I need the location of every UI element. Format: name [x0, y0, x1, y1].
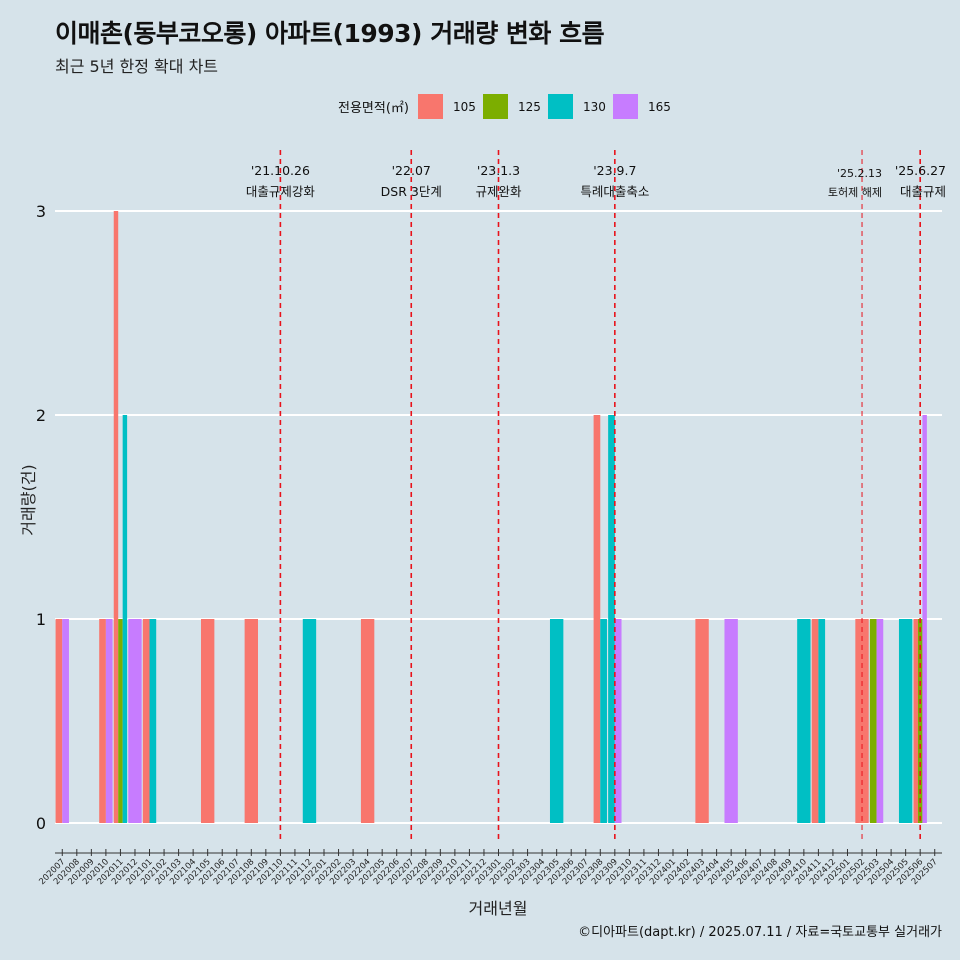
- event-name-label: DSR 3단계: [381, 184, 442, 199]
- bar-202411-130: [818, 619, 826, 823]
- bar-202506-165: [922, 415, 927, 823]
- bar-202305-130: [549, 619, 564, 823]
- event-date-label: '23.9.7: [593, 163, 636, 178]
- chart-title: 이매촌(동부코오롱) 아파트(1993) 거래량 변화 흐름: [55, 19, 605, 48]
- bar-202309-130: [608, 415, 615, 823]
- legend-label-165: 165: [648, 100, 671, 114]
- bar-202010-165: [105, 619, 113, 823]
- y-axis-title: 거래량(건): [19, 464, 38, 535]
- bar-202503-165: [876, 619, 884, 823]
- event-name-label: 토허제 해제: [828, 185, 882, 199]
- bar-202007-165: [62, 619, 69, 823]
- legend-swatch-125: [483, 94, 508, 119]
- bar-202101-130: [149, 619, 157, 823]
- event-name-label: 대출규제: [900, 184, 946, 199]
- legend-swatch-105: [418, 94, 443, 119]
- event-date-label: '23.1.3: [477, 163, 520, 178]
- chart-subtitle: 최근 5년 한정 확대 차트: [55, 57, 219, 76]
- bar-202403-105: [695, 619, 709, 823]
- bar-202506-105: [913, 619, 918, 823]
- event-date-label: '25.2.13: [837, 167, 882, 180]
- legend-swatch-130: [548, 94, 573, 119]
- event-name-label: 특례대출축소: [580, 184, 649, 199]
- bar-202308-130: [600, 619, 607, 823]
- bar-202411-105: [811, 619, 819, 823]
- bar-202012-165: [128, 619, 142, 823]
- bar-202112-130: [302, 619, 317, 823]
- bar-202410-130: [797, 619, 811, 823]
- source-caption: ©디아파트(dapt.kr) / 2025.07.11 / 자료=국토교통부 실…: [578, 925, 942, 940]
- bar-202007-105: [55, 619, 63, 823]
- bar-202011-130: [122, 415, 128, 823]
- event-name-label: 규제완화: [475, 184, 522, 199]
- legend-swatch-165: [613, 94, 638, 119]
- legend-label-105: 105: [453, 100, 476, 114]
- bar-202011-125: [118, 619, 123, 823]
- bar-202503-125: [869, 619, 877, 823]
- event-date-label: '25.6.27: [895, 163, 946, 178]
- bar-202308-105: [593, 415, 601, 823]
- x-axis-title: 거래년월: [469, 899, 528, 918]
- bar-202105-105: [200, 619, 215, 823]
- legend-title: 전용면적(㎡): [338, 101, 409, 116]
- bar-202010-105: [99, 619, 106, 823]
- event-name-label: 대출규제강화: [246, 184, 316, 199]
- bar-202101-105: [142, 619, 150, 823]
- y-tick-label: 0: [36, 814, 46, 833]
- event-date-label: '22.07: [392, 163, 431, 178]
- bar-202405-165: [724, 619, 738, 823]
- bar-202309-165: [614, 619, 622, 823]
- bar-202505-130: [898, 619, 913, 823]
- y-tick-label: 3: [36, 202, 46, 221]
- legend-label-130: 130: [583, 100, 606, 114]
- y-tick-label: 2: [36, 406, 46, 425]
- bar-202108-105: [244, 619, 258, 823]
- legend-label-125: 125: [518, 100, 541, 114]
- y-tick-label: 1: [36, 610, 46, 629]
- bar-202204-105: [360, 619, 375, 823]
- bar-202011-105: [113, 211, 119, 823]
- event-date-label: '21.10.26: [251, 163, 310, 178]
